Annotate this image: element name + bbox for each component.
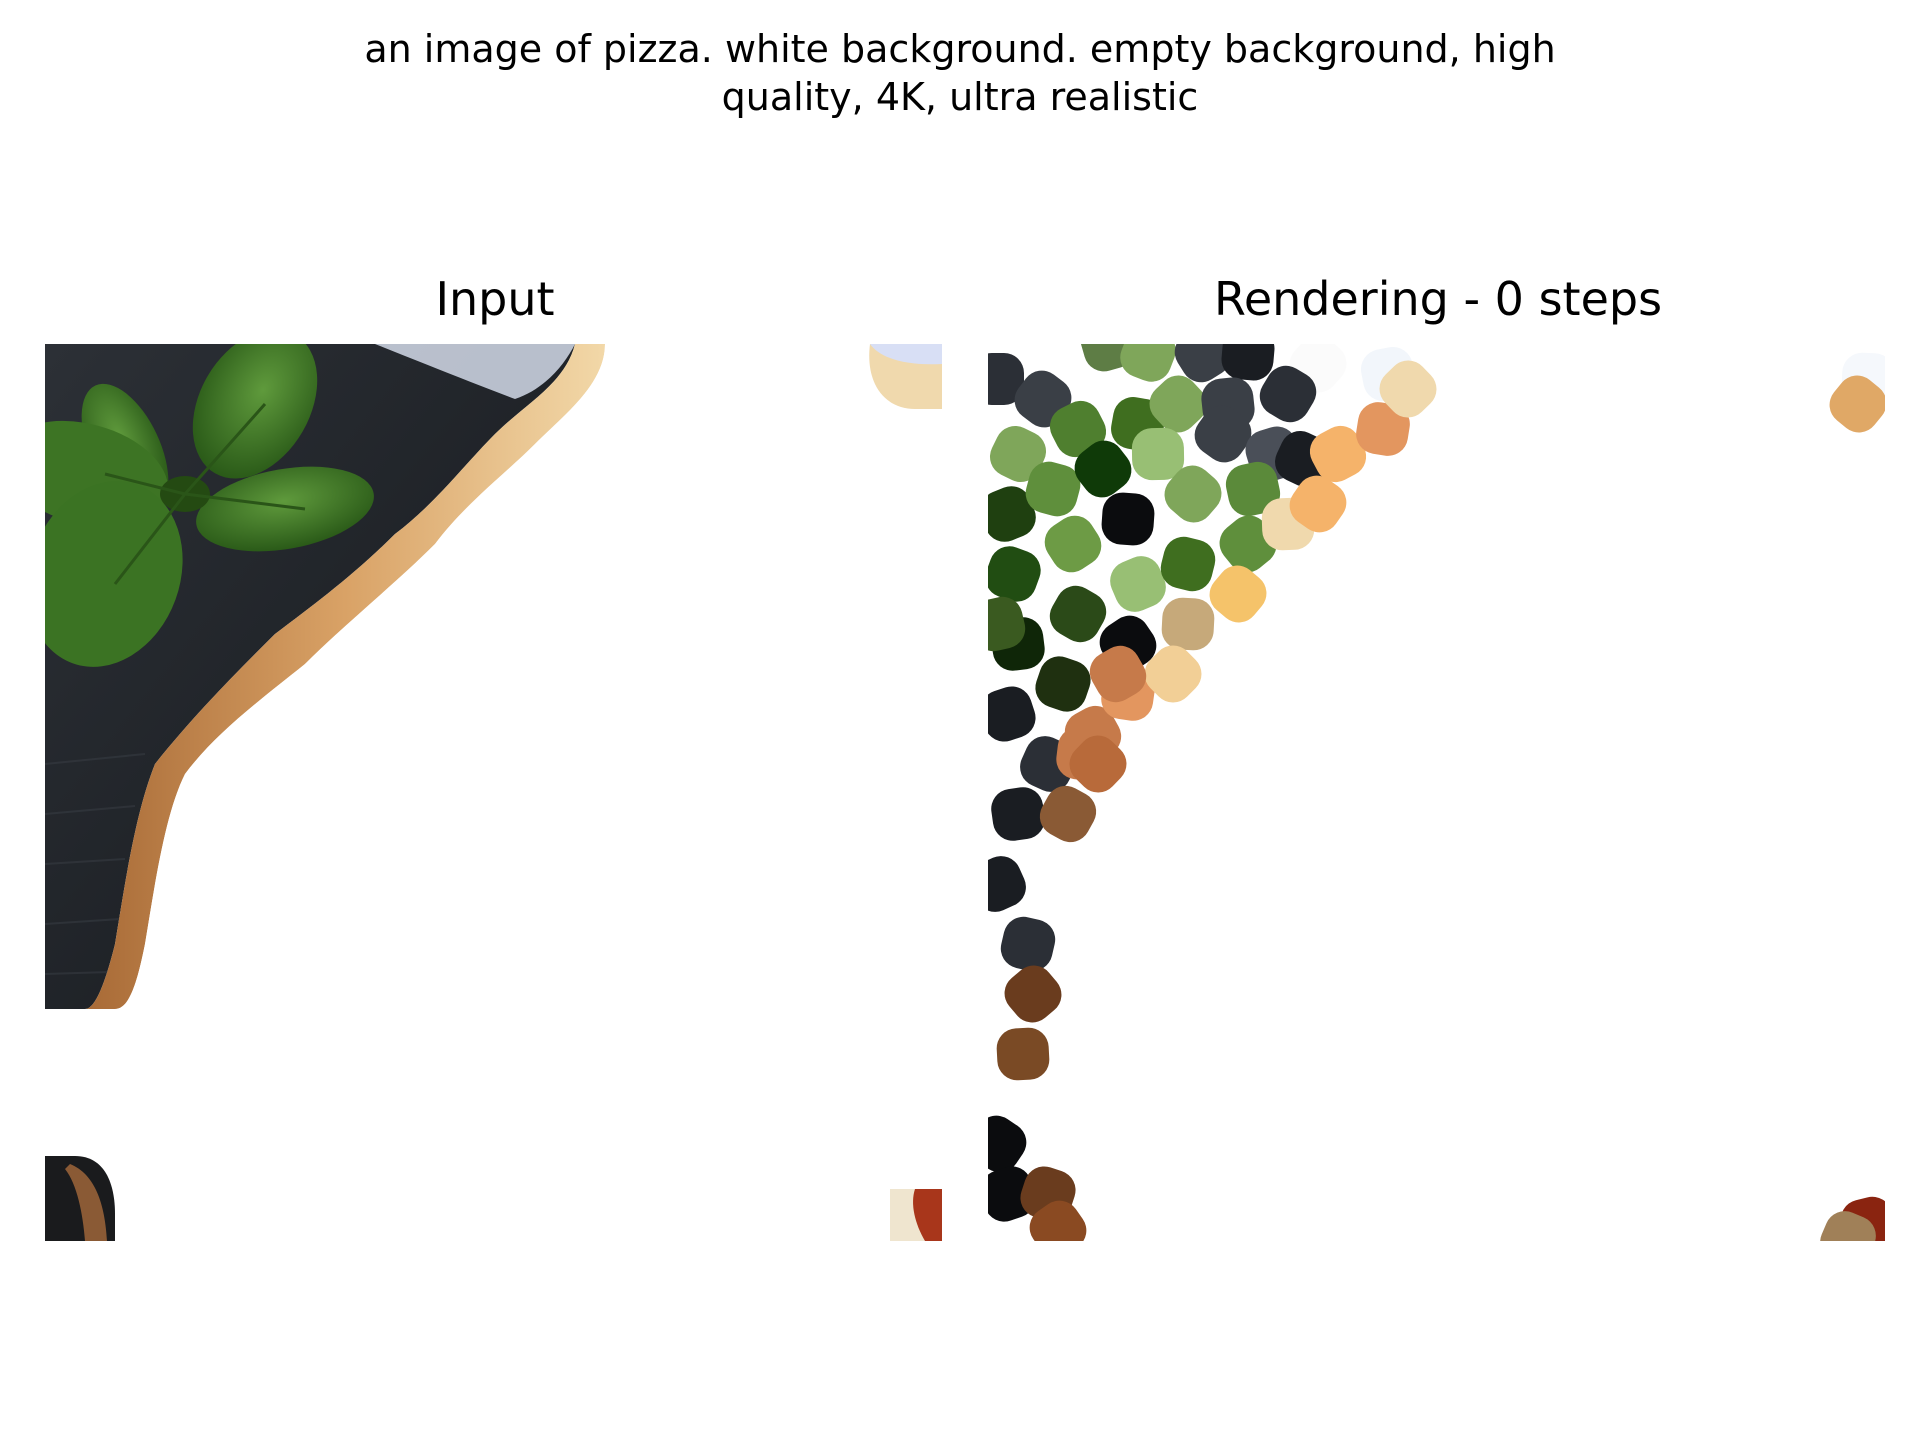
brush-stroke <box>1161 597 1215 651</box>
brush-stroke <box>1209 565 1267 623</box>
brush-stroke <box>989 425 1047 483</box>
brush-stroke <box>1379 360 1437 418</box>
suptitle-line-1: an image of pizza. white background. emp… <box>364 27 1556 71</box>
brush-stroke <box>1004 965 1062 1023</box>
input-panel-title: Input <box>435 272 555 326</box>
brush-stroke <box>1035 656 1091 712</box>
rendering-image <box>988 344 1885 1241</box>
brush-stroke <box>1356 402 1410 456</box>
brush-stroke <box>988 686 1036 742</box>
basil-leaves <box>45 344 374 667</box>
brush-stroke <box>1044 515 1102 573</box>
brush-stroke <box>1164 465 1222 523</box>
brush-stroke <box>1160 536 1216 592</box>
brush-stroke <box>988 546 1041 602</box>
brush-stroke <box>1225 461 1281 517</box>
brush-stroke <box>988 1115 1027 1173</box>
brush-stroke <box>991 787 1045 841</box>
brush-stroke <box>988 596 1026 652</box>
suptitle-line-2: quality, 4K, ultra realistic <box>721 75 1199 119</box>
input-image-panel <box>45 344 942 1241</box>
brush-stroke <box>1149 375 1207 433</box>
brush-stroke <box>988 1166 1036 1222</box>
brush-stroke <box>1074 440 1132 498</box>
brush-stroke <box>1820 1211 1876 1241</box>
brush-stroke <box>996 1027 1050 1081</box>
brush-stroke <box>1174 344 1232 383</box>
brush-stroke <box>1049 585 1107 643</box>
brush-stroke <box>1309 425 1367 483</box>
brush-stroke <box>1144 645 1202 703</box>
brush-stroke <box>1025 461 1081 517</box>
brush-stroke <box>1221 344 1275 381</box>
brush-stroke <box>1131 427 1185 481</box>
brush-stroke <box>1110 556 1166 612</box>
figure-suptitle: an image of pizza. white background. emp… <box>0 25 1920 121</box>
brush-stroke <box>988 486 1036 542</box>
brush-stroke <box>988 353 1024 405</box>
brush-stroke <box>1289 475 1347 533</box>
brush-stroke <box>1029 1200 1087 1241</box>
rendering-panel-title: Rendering - 0 steps <box>1213 272 1663 326</box>
brush-stroke <box>1089 645 1147 703</box>
brush-stroke <box>1829 375 1885 433</box>
brush-stroke <box>1069 735 1127 793</box>
brush-stroke <box>1039 785 1097 843</box>
brush-stroke <box>1120 344 1176 382</box>
brush-stroke <box>1259 365 1317 423</box>
brush-stroke <box>1101 492 1155 546</box>
brush-stroke <box>1000 916 1056 972</box>
crust <box>85 344 605 1009</box>
brush-stroke <box>1049 400 1107 458</box>
brush-stroke <box>1194 405 1252 463</box>
rendering-image-panel <box>988 344 1885 1241</box>
input-image <box>45 344 942 1241</box>
brush-stroke <box>988 856 1026 912</box>
